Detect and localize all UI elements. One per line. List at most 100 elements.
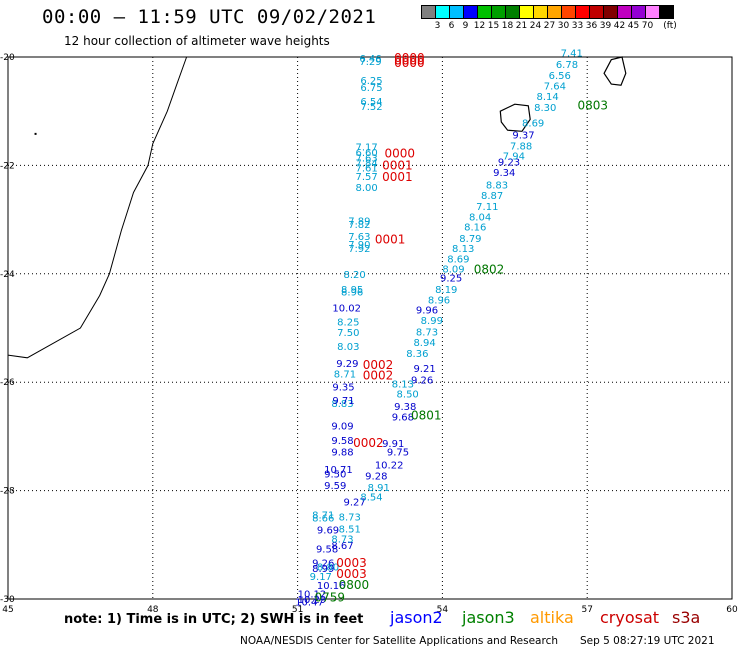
pass-time-label: 0001: [375, 233, 406, 247]
satellite-label: jason2: [390, 608, 443, 627]
wave-height-label: 9.34: [493, 168, 515, 179]
legend-label: 12: [473, 21, 486, 31]
legend-label: 27: [543, 21, 556, 31]
wave-height-label: 7.50: [337, 328, 359, 339]
pass-time-label: 0801: [411, 409, 442, 423]
y-tick-label: -26: [0, 378, 15, 388]
footer-note: note: 1) Time is in UTC; 2) SWH is in fe…: [64, 612, 364, 627]
wave-height-label: 9.38: [394, 402, 416, 413]
wave-height-label: 9.58: [316, 545, 338, 556]
wave-height-label: 9.91: [382, 439, 404, 450]
pass-time-label: 0003: [336, 567, 367, 581]
wave-height-label: 8.73: [339, 513, 361, 524]
wave-height-label: 8.79: [459, 234, 481, 245]
legend-label: 39: [599, 21, 612, 31]
wave-height-label: 8.83: [331, 399, 353, 410]
wave-height-label: 9.23: [498, 158, 520, 169]
wave-height-label: 9.17: [310, 572, 332, 583]
wave-height-label: 9.35: [332, 383, 354, 394]
chart-subtitle: 12 hour collection of altimeter wave hei…: [64, 34, 330, 48]
reunion-coastline: [499, 103, 531, 132]
wave-height-label: 8.71: [334, 370, 356, 381]
wave-height-label: 8.14: [537, 92, 559, 103]
chart-title: 00:00 – 11:59 UTC 09/02/2021: [42, 6, 377, 28]
legend-label: 18: [501, 21, 514, 31]
wave-height-label: 8.95: [341, 285, 363, 296]
pass-time-label: 0000: [384, 146, 415, 160]
wave-height-label: 8.54: [360, 493, 382, 504]
pass-time-label: 0000: [394, 56, 425, 70]
satellite-label: jason3: [462, 608, 515, 627]
wave-height-label: 7.92: [348, 244, 370, 255]
pass-time-label: 0802: [474, 262, 505, 276]
wave-height-label: 9.37: [512, 131, 534, 142]
wave-height-label: 8.19: [435, 285, 457, 296]
wave-height-label: 9.88: [331, 448, 353, 459]
color-scale-legend: [421, 5, 674, 19]
y-tick-label: -20: [0, 53, 15, 63]
wave-height-label: 8.13: [452, 244, 474, 255]
wave-height-label: 8.20: [343, 270, 365, 281]
wave-height-label: 7.61: [356, 164, 378, 175]
pass-time-label: 0002: [353, 436, 384, 450]
satellite-label: s3a: [672, 608, 701, 627]
satellite-label: cryosat: [600, 608, 660, 627]
wave-height-label: 8.96: [428, 295, 450, 306]
wave-height-label: 7.89: [348, 217, 370, 228]
legend-label: 30: [557, 21, 570, 31]
x-tick-label: 60: [726, 605, 738, 615]
pass-time-label: 0000: [394, 51, 425, 65]
wave-height-label: 7.41: [561, 49, 583, 60]
wave-height-label: 9.50: [324, 469, 346, 480]
wave-height-label: 8.36: [406, 349, 428, 360]
wave-height-label: 9.09: [331, 422, 353, 433]
wave-height-label: 7.63: [356, 153, 378, 164]
pass-time-label: 0000: [394, 54, 425, 68]
x-tick-label: 45: [2, 605, 13, 615]
legend-label: 21: [515, 21, 528, 31]
legend-label: 36: [585, 21, 598, 31]
wave-height-label: 10.22: [375, 461, 404, 472]
wave-height-label: 9.96: [416, 306, 438, 317]
wave-height-label: 8.69: [522, 119, 544, 130]
wave-height-label: 7.94: [503, 152, 525, 163]
pass-time-label: 0002: [363, 358, 394, 372]
wave-height-label: 9.21: [413, 364, 435, 375]
wave-height-label: 8.51: [339, 525, 361, 536]
wave-height-label: 6.56: [549, 71, 571, 82]
wave-height-label: 6.25: [360, 76, 382, 87]
wave-height-label: 7.82: [348, 220, 370, 231]
wave-height-label: 8.96: [341, 288, 363, 299]
wave-height-label: 10.02: [332, 303, 361, 314]
pass-time-label: 0001: [382, 158, 413, 172]
wave-height-label: 7.52: [360, 102, 382, 113]
wave-height-label: 8.80: [317, 562, 339, 573]
wave-height-label: 8.00: [356, 183, 378, 194]
wave-height-label: 8.04: [469, 212, 491, 223]
island-dot: [34, 132, 37, 135]
legend-label: 3: [434, 21, 441, 31]
wave-height-label: 8.99: [421, 316, 443, 327]
wave-height-label: 8.66: [312, 514, 334, 525]
wave-height-label: 10.71: [324, 465, 353, 476]
wave-height-label: 8.67: [331, 541, 353, 552]
wave-height-label: 6.46: [359, 54, 381, 65]
wave-height-label: 9.29: [336, 359, 358, 370]
y-tick-label: -24: [0, 270, 15, 280]
pass-time-label: 0800: [339, 578, 370, 592]
x-tick-label: 54: [437, 605, 449, 615]
wave-height-label: 7.84: [356, 159, 378, 170]
wave-height-label: 7.29: [359, 57, 381, 68]
pass-time-label: 0001: [382, 170, 413, 184]
wave-height-label: 9.27: [343, 497, 365, 508]
wave-height-label: 8.83: [486, 180, 508, 191]
legend-label: 15: [487, 21, 500, 31]
wave-height-label: 10.29: [298, 595, 327, 606]
wave-height-label: 8.16: [464, 223, 486, 234]
wave-height-label: 7.57: [356, 172, 378, 183]
wave-height-label: 9.71: [332, 396, 354, 407]
wave-height-label: 8.71: [312, 510, 334, 521]
wave-height-label: 8.87: [481, 191, 503, 202]
wave-height-label: 8.73: [416, 327, 438, 338]
